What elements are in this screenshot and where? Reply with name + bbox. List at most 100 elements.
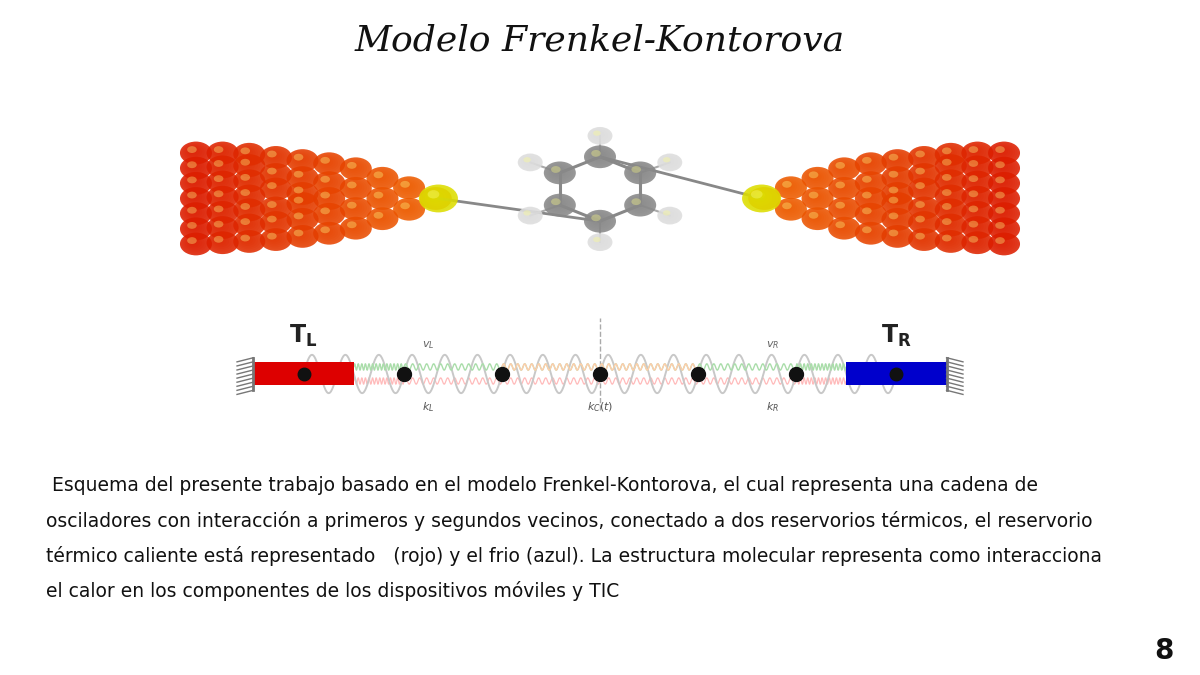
Circle shape	[547, 164, 571, 181]
Circle shape	[964, 202, 991, 222]
Circle shape	[995, 192, 1010, 203]
Circle shape	[961, 186, 994, 209]
Circle shape	[319, 226, 336, 238]
Circle shape	[210, 144, 234, 161]
Circle shape	[298, 216, 301, 219]
Circle shape	[215, 161, 227, 169]
Circle shape	[323, 229, 331, 234]
Circle shape	[319, 192, 336, 203]
Circle shape	[185, 206, 205, 220]
Circle shape	[586, 146, 613, 167]
Circle shape	[914, 216, 930, 227]
Circle shape	[378, 195, 382, 198]
Circle shape	[240, 189, 250, 196]
Circle shape	[940, 173, 960, 187]
Circle shape	[914, 167, 930, 179]
Circle shape	[996, 208, 1008, 217]
Circle shape	[911, 148, 935, 165]
Circle shape	[919, 219, 923, 222]
Circle shape	[270, 170, 277, 176]
Circle shape	[940, 202, 960, 216]
Circle shape	[263, 230, 287, 248]
Circle shape	[368, 188, 396, 208]
Circle shape	[188, 208, 200, 217]
Circle shape	[184, 144, 208, 161]
Circle shape	[245, 192, 248, 195]
Circle shape	[862, 226, 877, 238]
Circle shape	[313, 187, 346, 210]
Circle shape	[970, 147, 982, 156]
Circle shape	[298, 174, 301, 177]
Circle shape	[373, 212, 383, 219]
Circle shape	[756, 193, 768, 201]
Circle shape	[946, 238, 950, 241]
Circle shape	[235, 200, 263, 219]
Circle shape	[287, 225, 318, 248]
Circle shape	[805, 169, 829, 186]
Circle shape	[965, 144, 989, 161]
Circle shape	[775, 176, 806, 199]
Circle shape	[968, 160, 984, 171]
Circle shape	[908, 163, 940, 186]
Circle shape	[997, 240, 1006, 245]
Circle shape	[313, 222, 346, 244]
Circle shape	[997, 148, 1006, 154]
Circle shape	[938, 187, 962, 204]
Circle shape	[589, 148, 608, 163]
Circle shape	[235, 186, 263, 206]
Circle shape	[882, 149, 913, 172]
Circle shape	[343, 160, 367, 177]
Circle shape	[401, 202, 410, 209]
Circle shape	[887, 196, 906, 210]
Circle shape	[260, 146, 292, 169]
Circle shape	[995, 161, 1010, 173]
Circle shape	[313, 203, 346, 225]
Circle shape	[271, 186, 275, 188]
Circle shape	[184, 219, 208, 237]
Circle shape	[884, 210, 908, 227]
Circle shape	[995, 237, 1004, 244]
Circle shape	[263, 165, 287, 182]
Circle shape	[366, 187, 398, 210]
Circle shape	[260, 228, 292, 251]
Circle shape	[190, 163, 198, 169]
Circle shape	[750, 188, 778, 208]
Circle shape	[209, 187, 236, 207]
Circle shape	[858, 224, 882, 241]
Circle shape	[914, 182, 930, 194]
Circle shape	[240, 147, 256, 159]
Circle shape	[319, 176, 336, 187]
Circle shape	[862, 192, 871, 198]
Circle shape	[935, 230, 967, 253]
Circle shape	[887, 186, 906, 200]
Circle shape	[592, 236, 607, 247]
Circle shape	[185, 221, 205, 235]
Circle shape	[908, 146, 940, 169]
Circle shape	[240, 218, 250, 225]
Circle shape	[630, 198, 647, 210]
Circle shape	[210, 158, 234, 175]
Circle shape	[522, 156, 538, 167]
Circle shape	[859, 207, 880, 221]
Circle shape	[347, 162, 362, 173]
Circle shape	[944, 176, 953, 182]
Circle shape	[366, 207, 398, 230]
Circle shape	[233, 184, 265, 207]
Circle shape	[209, 142, 236, 163]
Text: térmico caliente está representado   (rojo) y el frio (azul). La estructura mole: térmico caliente está representado (rojo…	[46, 546, 1102, 566]
Circle shape	[916, 151, 925, 157]
Circle shape	[968, 236, 978, 243]
Circle shape	[210, 219, 234, 236]
Circle shape	[292, 169, 311, 184]
Circle shape	[235, 215, 263, 235]
Circle shape	[854, 171, 887, 194]
Circle shape	[946, 151, 950, 154]
Circle shape	[233, 169, 265, 192]
Circle shape	[836, 183, 848, 191]
Circle shape	[961, 171, 994, 194]
Circle shape	[936, 215, 965, 235]
Circle shape	[215, 207, 227, 215]
Circle shape	[1000, 150, 1003, 153]
Circle shape	[186, 222, 203, 234]
Circle shape	[908, 178, 940, 200]
